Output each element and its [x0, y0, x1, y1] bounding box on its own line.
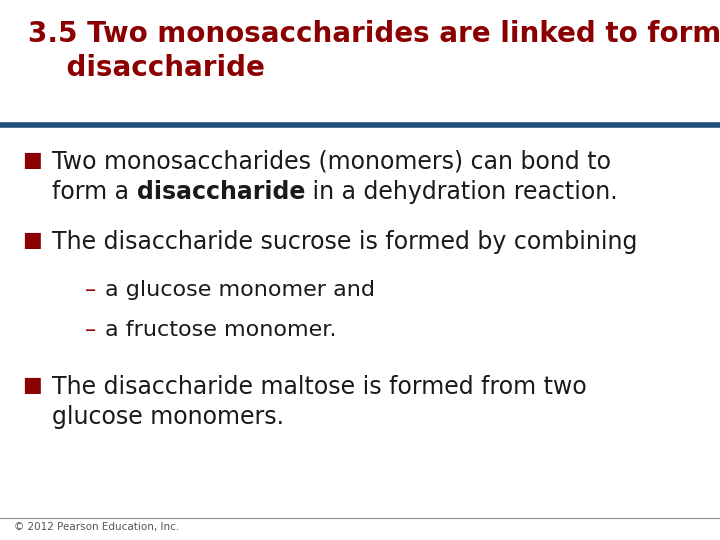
Text: glucose monomers.: glucose monomers. [52, 405, 284, 429]
Text: a glucose monomer and: a glucose monomer and [105, 280, 375, 300]
Text: ■: ■ [22, 230, 42, 250]
Text: ■: ■ [22, 375, 42, 395]
Text: Two monosaccharides (monomers) can bond to: Two monosaccharides (monomers) can bond … [52, 150, 611, 174]
Text: form a: form a [52, 180, 137, 204]
Text: a fructose monomer.: a fructose monomer. [105, 320, 336, 340]
Text: The disaccharide sucrose is formed by combining: The disaccharide sucrose is formed by co… [52, 230, 637, 254]
Text: –: – [85, 320, 96, 340]
Text: disaccharide: disaccharide [137, 180, 305, 204]
Text: © 2012 Pearson Education, Inc.: © 2012 Pearson Education, Inc. [14, 522, 179, 532]
Text: 3.5 Two monosaccharides are linked to form a
    disaccharide: 3.5 Two monosaccharides are linked to fo… [28, 20, 720, 82]
Text: ■: ■ [22, 150, 42, 170]
Text: –: – [85, 280, 96, 300]
Text: in a dehydration reaction.: in a dehydration reaction. [305, 180, 618, 204]
Text: The disaccharide maltose is formed from two: The disaccharide maltose is formed from … [52, 375, 587, 399]
